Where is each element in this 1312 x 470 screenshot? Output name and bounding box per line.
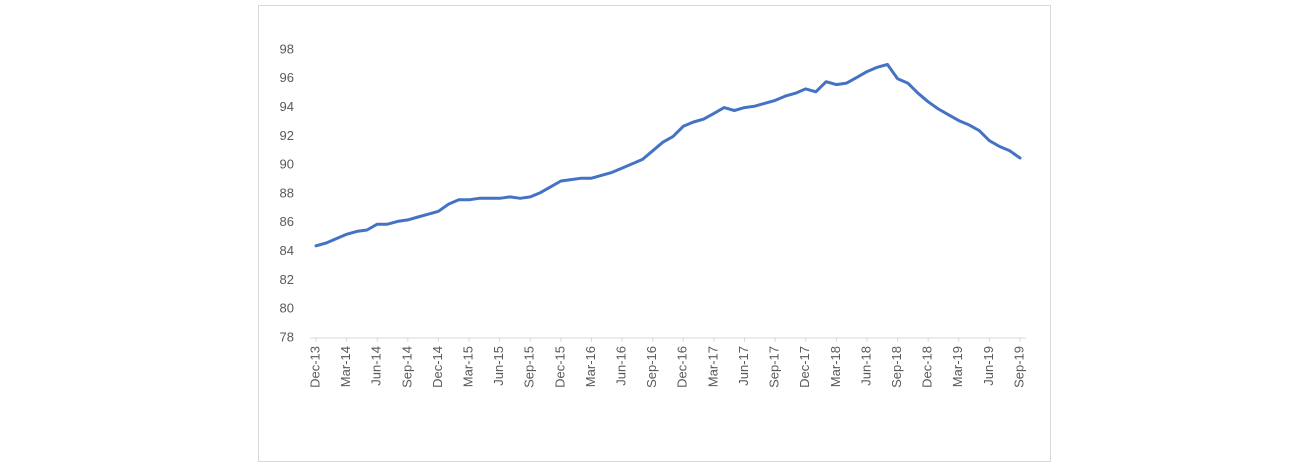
x-tick-label: Dec-13 [307,346,322,388]
y-tick-label: 96 [280,70,294,85]
x-tick-label: Mar-16 [583,346,598,387]
chart-frame [258,5,1051,462]
x-tick-label: Jun-16 [614,346,629,386]
x-tick-label: Sep-15 [522,346,537,388]
x-tick-label: Jun-17 [736,346,751,386]
x-tick-label: Dec-15 [552,346,567,388]
x-tick-label: Sep-16 [644,346,659,388]
x-tick-label: Jun-19 [981,346,996,386]
x-tick-label: Jun-18 [858,346,873,386]
y-tick-label: 98 [280,41,294,56]
x-tick-label: Dec-14 [430,346,445,388]
x-tick-label: Dec-16 [675,346,690,388]
y-tick-label: 94 [280,99,294,114]
x-tick-label: Sep-18 [889,346,904,388]
data-line [314,62,1022,248]
x-tick-label: Sep-14 [399,346,414,388]
x-tick-label: Mar-18 [828,346,843,387]
y-tick-label: 82 [280,272,294,287]
y-tick-label: 90 [280,157,294,172]
y-tick-label: 78 [280,329,294,344]
x-tick-label: Jun-15 [491,346,506,386]
x-tick-label: Sep-17 [767,346,782,388]
y-tick-label: 92 [280,128,294,143]
x-tick-label: Mar-15 [460,346,475,387]
y-tick-label: 86 [280,214,294,229]
x-tick-label: Dec-18 [920,346,935,388]
y-tick-label: 88 [280,185,294,200]
y-tick-label: 84 [280,243,294,258]
x-tick-label: Dec-17 [797,346,812,388]
x-tick-label: Mar-19 [950,346,965,387]
x-tick-label: Mar-17 [705,346,720,387]
x-tick-label: Mar-14 [338,346,353,387]
x-tick-label: Sep-19 [1011,346,1026,388]
y-tick-label: 80 [280,301,294,316]
x-tick-label: Jun-14 [369,346,384,386]
